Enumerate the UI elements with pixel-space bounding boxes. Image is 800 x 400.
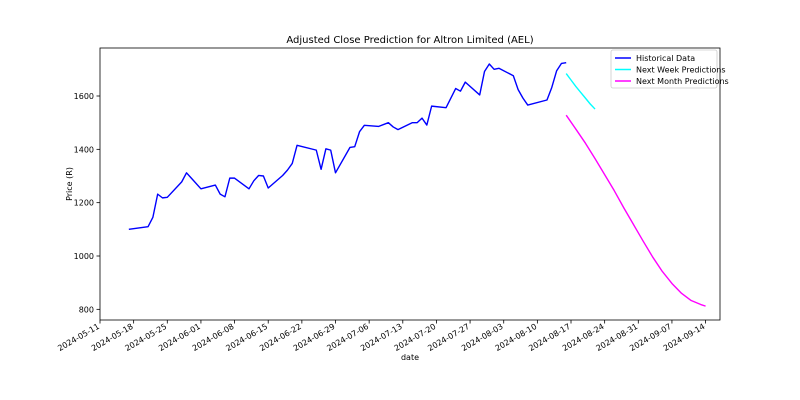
plot-frame [99, 47, 721, 321]
series-line-3 [565, 114, 706, 307]
legend: Historical Data Next Week Predictions Next… [610, 49, 729, 89]
y-tick-label: 1400 [74, 145, 94, 154]
y-tick-label: 1000 [74, 252, 94, 261]
y-tick-label: 800 [79, 305, 94, 314]
x-axis-title: date [401, 353, 419, 362]
y-axis: 800 1000 1200 1400 1600 [74, 92, 100, 314]
chart-title: Adjusted Close Prediction for Altron Lim… [286, 35, 533, 46]
plot-area [128, 61, 706, 307]
legend-box [610, 49, 718, 89]
series-line-2 [565, 73, 596, 110]
y-axis-title: Price (R) [65, 167, 74, 201]
legend-label: Next Week Predictions [636, 66, 726, 75]
y-tick-label: 1200 [74, 199, 94, 208]
legend-label: Next Month Predictions [636, 77, 729, 86]
legend-label: Historical Data [636, 54, 695, 63]
series-line-1 [128, 61, 567, 231]
y-tick-label: 1600 [74, 92, 94, 101]
